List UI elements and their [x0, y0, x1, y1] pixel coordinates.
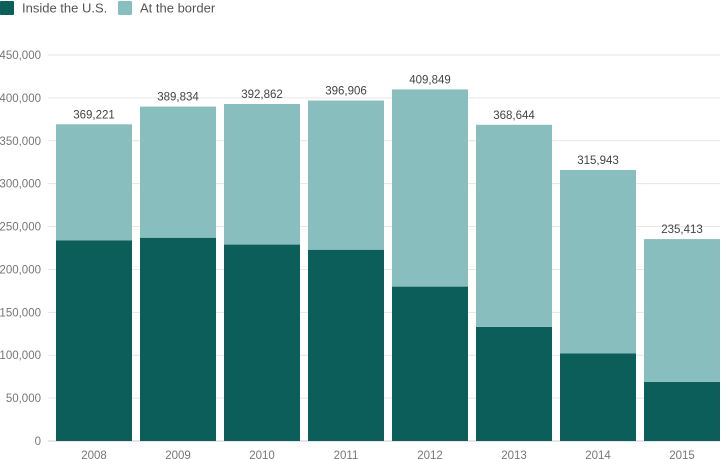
x-tick-label: 2015 — [669, 450, 695, 459]
bar-total-label: 235,413 — [661, 224, 703, 236]
x-tick-label: 2012 — [417, 450, 443, 459]
bar-segment-border — [560, 169, 636, 354]
bar-segment-inside — [56, 240, 132, 441]
legend-swatch-inside — [0, 1, 14, 15]
bar-segment-inside — [308, 249, 384, 441]
x-tick-label: 2014 — [585, 450, 611, 459]
y-tick-label: 200,000 — [0, 264, 41, 276]
y-tick-label: 400,000 — [0, 93, 41, 105]
y-tick-label: 350,000 — [0, 136, 41, 148]
y-tick-label: 300,000 — [0, 179, 41, 191]
bar-total-labels: 369,221 389,834 392,862 396,906 409,849 368,6… — [73, 74, 703, 236]
bar-total-label: 315,943 — [577, 155, 619, 167]
bar-total-label: 369,221 — [73, 109, 115, 121]
bar-segment-inside — [392, 286, 468, 441]
x-axis-tick-labels: 2008 2009 2010 2011 2012 2013 2014 2015 — [81, 450, 695, 459]
y-tick-label: 150,000 — [0, 307, 41, 319]
bar-segment-border — [308, 100, 384, 250]
bars — [56, 89, 720, 441]
bar-total-label: 368,644 — [493, 110, 535, 122]
y-tick-label: 0 — [35, 436, 41, 448]
y-axis-tick-labels: 0 50,000 100,000 150,000 200,000 250,000 300,0… — [0, 50, 41, 448]
y-tick-label: 450,000 — [0, 50, 41, 62]
x-tick-label: 2009 — [165, 450, 191, 459]
bar-segment-inside — [560, 353, 636, 441]
bar-segment-border — [224, 104, 300, 245]
bar-segment-inside — [644, 381, 720, 441]
legend-swatch-border — [118, 1, 132, 15]
x-tick-label: 2011 — [334, 450, 359, 459]
bar-segment-border — [56, 124, 132, 241]
bar-segment-inside — [224, 244, 300, 441]
legend-label-border: At the border — [140, 1, 216, 16]
bar-segment-inside — [476, 326, 552, 441]
bar-total-label: 389,834 — [157, 92, 199, 104]
y-tick-label: 250,000 — [0, 222, 41, 234]
bar-segment-border — [644, 239, 720, 382]
bar-total-label: 392,862 — [241, 89, 283, 101]
legend-label-inside: Inside the U.S. — [22, 1, 107, 16]
legend: Inside the U.S. At the border — [0, 1, 216, 16]
x-tick-label: 2008 — [81, 450, 107, 459]
bar-total-label: 409,849 — [409, 74, 451, 86]
bar-segment-inside — [140, 237, 216, 441]
y-tick-label: 100,000 — [0, 350, 41, 362]
bar-segment-border — [476, 124, 552, 327]
bar-segment-border — [392, 89, 468, 287]
x-tick-label: 2013 — [501, 450, 527, 459]
bar-segment-border — [140, 106, 216, 238]
x-tick-label: 2010 — [249, 450, 275, 459]
y-tick-label: 50,000 — [6, 393, 41, 405]
bar-total-label: 396,906 — [325, 86, 367, 98]
